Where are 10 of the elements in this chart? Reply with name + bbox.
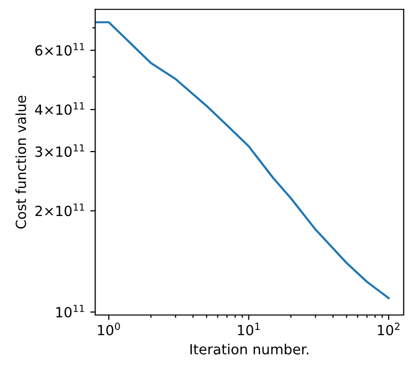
y-tick-label: 2×10$^{11}$ [35,204,84,216]
y-tick-label: 3×10$^{11}$ [35,144,84,157]
y-tick-label: 4×10$^{11}$ [35,102,84,115]
y-tick-label: 6×10$^{11}$ [35,43,84,56]
y-axis-title: Cost function value [15,96,26,229]
x-tick-label: 10$^{1}$ [238,322,260,336]
x-tick-label: 10$^{0}$ [98,322,120,336]
x-axis-title: Iteration number. [190,344,308,354]
y-tick-label: 10$^{11}$ [56,304,84,318]
x-tick-label: 10$^{2}$ [378,322,400,336]
